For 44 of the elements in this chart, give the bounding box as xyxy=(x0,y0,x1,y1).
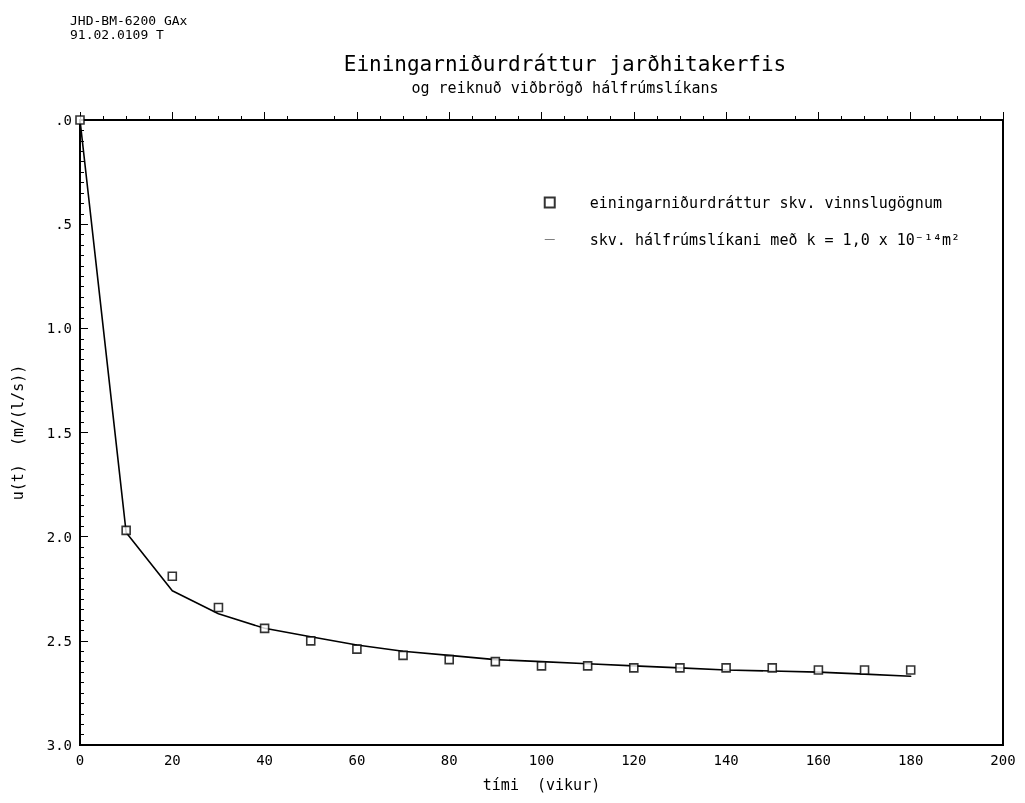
y-tick-label: 1.0 xyxy=(46,320,72,337)
y-axis-title: u(t) (m/(l/s)) xyxy=(8,364,27,501)
chart-subtitle: og reiknuð viðbrögð hálfrúmslíkans xyxy=(411,78,719,97)
point xyxy=(213,602,224,613)
x-tick-label: 40 xyxy=(256,752,274,768)
legend-label: skv. hálfrúmslíkani með k = 1,0 x 10⁻¹⁴m² xyxy=(589,230,960,249)
point xyxy=(398,650,408,661)
point xyxy=(444,654,454,665)
point xyxy=(629,663,639,673)
point xyxy=(121,525,131,536)
point xyxy=(905,665,916,675)
x-tick-label: 120 xyxy=(621,752,647,768)
y-tick-label: 1.5 xyxy=(46,424,72,441)
point xyxy=(536,661,547,671)
point xyxy=(305,636,316,646)
x-tick-label: 80 xyxy=(440,752,458,768)
point xyxy=(75,115,85,125)
chart-title: Einingarniðurdráttur jarðhitakerfis xyxy=(343,51,787,76)
x-tick-label: 180 xyxy=(898,752,924,768)
point xyxy=(813,665,824,675)
x-tick-label: 100 xyxy=(528,752,555,768)
point xyxy=(259,623,270,634)
x-tick-label: 200 xyxy=(990,752,1016,768)
text: 91.02.0109 T xyxy=(70,27,165,42)
x-tick-label: 140 xyxy=(713,752,739,768)
x-axis-title: tími (vikur) xyxy=(482,775,601,794)
x-tick-label: 0 xyxy=(75,752,85,768)
x-tick-label: 20 xyxy=(163,752,181,768)
point xyxy=(167,571,178,582)
text: JHD-BM-6200 GAx xyxy=(70,13,188,28)
y-tick-label: .0 xyxy=(55,112,72,128)
point xyxy=(675,663,685,673)
point xyxy=(582,661,593,671)
legend-label: einingarniðurdráttur skv. vinnslugögnum xyxy=(589,193,942,212)
point xyxy=(767,663,778,673)
y-tick-label: .5 xyxy=(55,216,72,233)
x-tick-label: 160 xyxy=(805,752,832,768)
y-tick-label: 3.0 xyxy=(46,737,72,753)
point xyxy=(721,663,731,673)
y-tick-label: 2.0 xyxy=(46,528,72,545)
point xyxy=(859,665,870,675)
y-tick-label: 2.5 xyxy=(46,632,72,649)
x-tick-label: 60 xyxy=(348,752,366,768)
point xyxy=(490,656,501,667)
